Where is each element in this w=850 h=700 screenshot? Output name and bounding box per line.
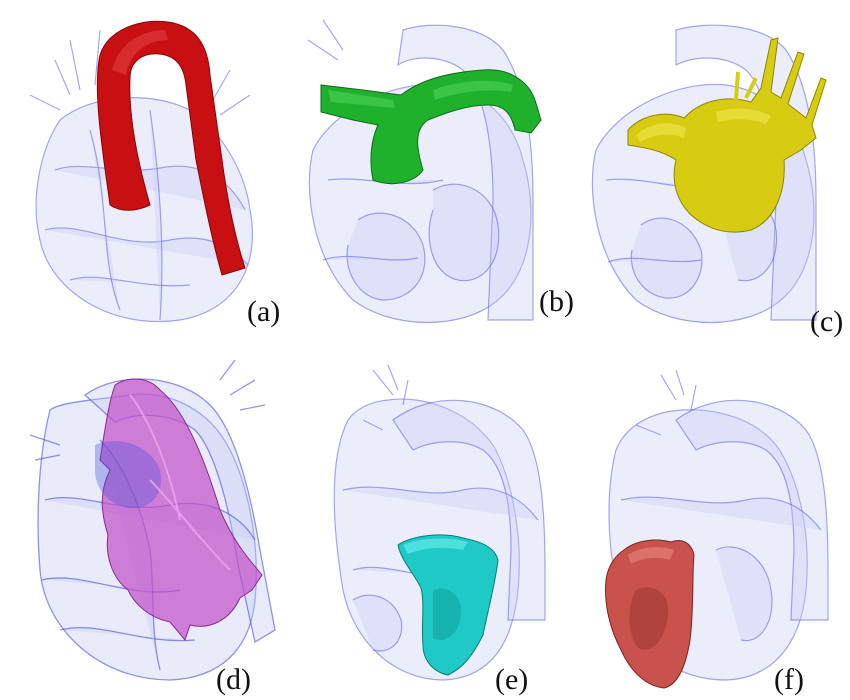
panel-c-render [591, 24, 827, 323]
panel-label: (e) [495, 663, 529, 696]
panel-label: (b) [539, 285, 574, 318]
panel-label: (f) [774, 663, 804, 696]
panel-label: (a) [247, 295, 281, 328]
panel-b: (b) [283, 0, 574, 350]
panel-a: (a) [0, 0, 283, 350]
left-atrium-highlight [627, 37, 827, 233]
panel-d: (d) [0, 350, 283, 700]
panel-f-render [605, 369, 829, 689]
panel-a-render [29, 20, 254, 322]
aorta-highlight [96, 20, 246, 276]
panel-b-render [307, 19, 542, 323]
right-ventricle-highlight [605, 539, 695, 689]
panel-c: (c) [566, 0, 849, 350]
panel-d-render [29, 359, 276, 681]
panel-f: (f) [566, 350, 849, 700]
panel-e: (e) [283, 350, 566, 700]
panel-label: (c) [810, 305, 844, 338]
right-atrium-highlight [99, 378, 263, 642]
panel-label: (d) [216, 663, 251, 696]
panel-e-render [333, 364, 546, 681]
